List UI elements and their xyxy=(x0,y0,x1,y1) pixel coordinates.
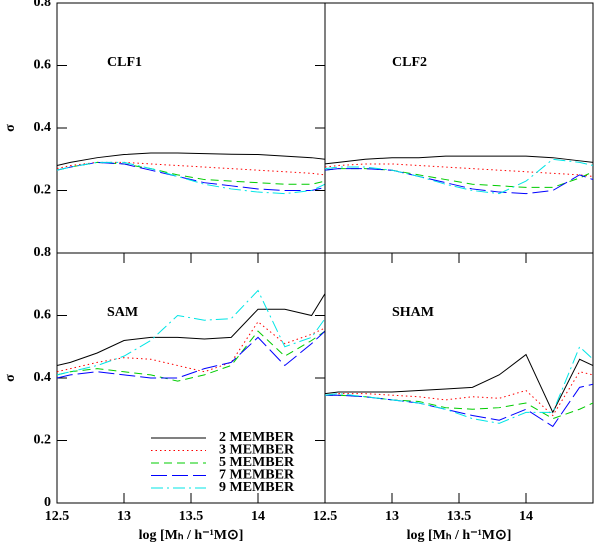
x-tick-label: 13.5 xyxy=(179,509,204,524)
panel-frame xyxy=(324,252,594,504)
series-line xyxy=(325,353,593,414)
legend-label: 5 MEMBER xyxy=(219,455,295,470)
legend-label: 2 MEMBER xyxy=(219,430,295,445)
series-line xyxy=(57,152,325,166)
series-line xyxy=(57,330,325,382)
series-line xyxy=(57,321,325,373)
series-line xyxy=(325,155,593,165)
series-line xyxy=(57,289,325,376)
x-tick-label: 13 xyxy=(117,509,131,524)
legend-label: 9 MEMBER xyxy=(219,480,295,495)
series-line xyxy=(325,158,593,195)
series-line xyxy=(325,394,593,420)
y-tick-label: 0.2 xyxy=(34,433,52,448)
x-axis-label: log [Mₕ / h⁻¹M⊙] xyxy=(407,528,512,543)
panel-frame xyxy=(324,2,594,254)
x-axis-label: log [Mₕ / h⁻¹M⊙] xyxy=(139,528,244,543)
series-line xyxy=(325,383,593,428)
x-tick-label: 14 xyxy=(519,509,533,524)
panel-label: SAM xyxy=(107,305,138,320)
x-tick-label: 12.5 xyxy=(313,509,338,524)
y-tick-label: 0.4 xyxy=(34,370,52,385)
y-tick-label: 0.6 xyxy=(34,58,52,73)
series-line xyxy=(325,163,593,177)
y-tick-label: 0 xyxy=(44,495,51,510)
series-line xyxy=(57,293,325,366)
series-line xyxy=(325,168,593,188)
x-tick-label: 14 xyxy=(251,509,265,524)
y-tick-label: 0.8 xyxy=(34,0,52,10)
series-line xyxy=(325,371,593,417)
legend-label: 3 MEMBER xyxy=(219,443,295,458)
x-tick-label: 13.5 xyxy=(447,509,472,524)
panel-label: CLF2 xyxy=(392,55,427,70)
panel-label: CLF1 xyxy=(107,55,142,70)
y-axis-label: σ xyxy=(3,124,18,132)
panel-frame xyxy=(56,2,326,254)
series-line xyxy=(57,161,325,191)
x-tick-label: 12.5 xyxy=(45,509,70,524)
series-line xyxy=(57,161,325,176)
y-tick-label: 0.4 xyxy=(34,120,52,135)
x-tick-label: 13 xyxy=(385,509,399,524)
series-line xyxy=(325,345,593,424)
y-tick-label: 0.2 xyxy=(34,183,52,198)
y-tick-label: 0.6 xyxy=(34,308,52,323)
legend-label: 7 MEMBER xyxy=(219,468,295,483)
y-axis-label: σ xyxy=(3,374,18,382)
series-line xyxy=(57,161,325,185)
series-line xyxy=(57,330,325,379)
y-tick-label: 0.8 xyxy=(34,245,52,260)
series-line xyxy=(57,161,325,195)
panel-label: SHAM xyxy=(392,305,434,320)
series-line xyxy=(325,168,593,195)
